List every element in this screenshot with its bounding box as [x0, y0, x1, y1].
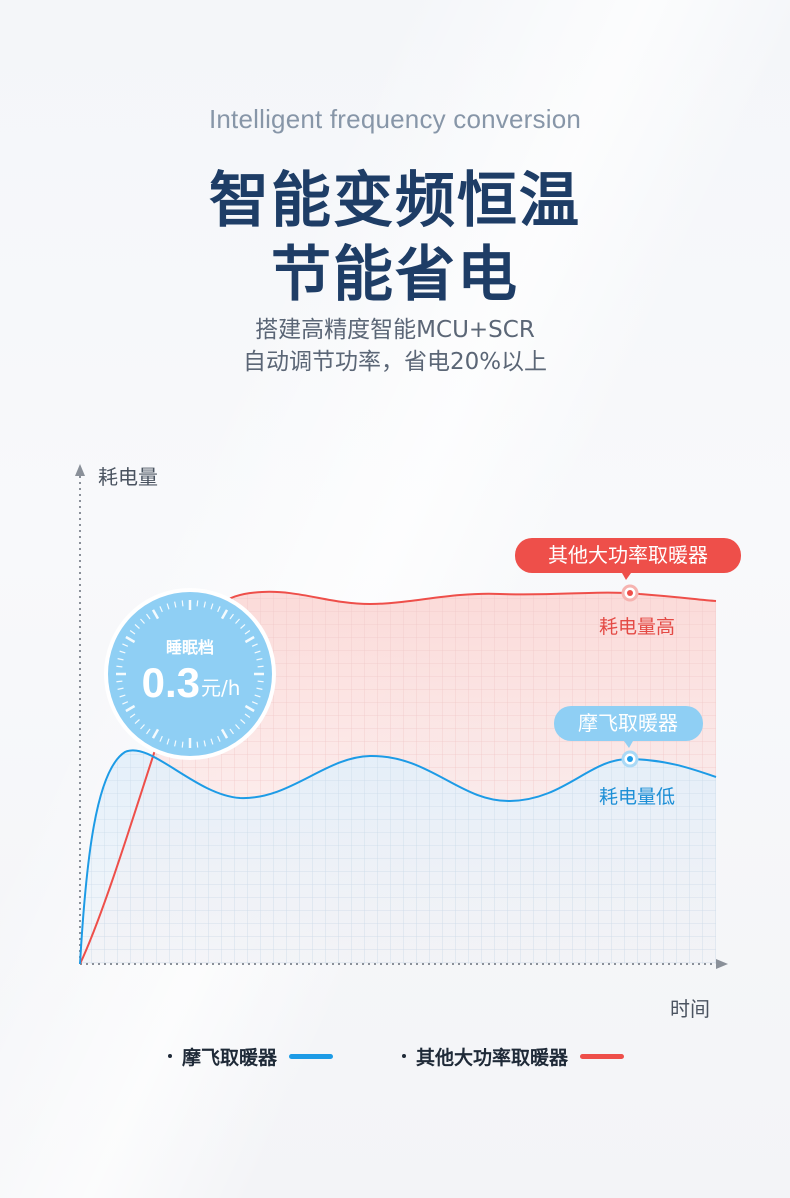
dial-tick — [244, 635, 255, 644]
dial-tick — [159, 606, 163, 613]
headline-line-2: 节能省电 — [271, 240, 519, 310]
dial-tick — [244, 704, 255, 713]
dial-tick — [159, 735, 163, 742]
dial-tick — [220, 728, 229, 739]
y-axis-arrow-icon — [75, 464, 85, 476]
dial-tick — [119, 650, 126, 654]
badge-unit: 元/h — [201, 676, 240, 700]
dial-tick — [117, 687, 124, 690]
red-series-callout: 其他大功率取暖器 — [515, 538, 741, 580]
dial-tick — [235, 618, 240, 624]
legend-swatch — [580, 1053, 625, 1059]
dial-tick — [240, 719, 246, 724]
badge-label: 睡眠档 — [166, 638, 214, 657]
dial-tick — [166, 738, 170, 745]
blue-area-grid — [80, 750, 716, 964]
dial-tick — [217, 735, 221, 742]
dial-tick — [174, 601, 177, 608]
dial-tick — [244, 630, 251, 635]
dial-tick — [257, 665, 264, 668]
legend-bullet-icon — [168, 1054, 172, 1058]
dial-tick — [140, 724, 145, 730]
dial-tick — [125, 704, 136, 713]
dial-tick — [251, 643, 258, 647]
dial-tick — [181, 600, 184, 607]
dial-tick — [210, 738, 214, 745]
badge-value: 0.3 — [142, 659, 200, 706]
dial-tick — [129, 713, 136, 718]
x-axis-arrow-icon — [716, 959, 728, 969]
dial-tick — [122, 643, 129, 647]
blue-series-line — [79, 749, 717, 965]
dial-tick — [140, 618, 145, 624]
blue-annotation: 耗电量低 — [599, 786, 675, 808]
legend-item-other: 其他大功率取暖器 — [402, 1042, 625, 1070]
dial-tick — [229, 728, 234, 735]
dial-tick — [125, 635, 136, 644]
dial-tick — [119, 694, 126, 698]
dial-tick — [244, 713, 251, 718]
red-annotation: 耗电量高 — [599, 616, 675, 638]
dial-tick — [174, 740, 177, 747]
dial-tick — [129, 630, 136, 635]
blue-marker-dot — [627, 756, 633, 762]
dial-tick — [256, 687, 263, 690]
dial-tick — [146, 728, 151, 735]
dial-tick — [229, 613, 234, 620]
dial-tick — [116, 680, 123, 683]
dial-tick — [196, 600, 199, 607]
blue-series-callout: 摩飞取暖器 — [554, 706, 703, 748]
dial-tick — [203, 601, 206, 608]
dial-tick — [196, 741, 199, 748]
legend-item-mofei: 摩飞取暖器 — [168, 1042, 334, 1070]
dial-tick — [254, 694, 261, 698]
dial-tick — [256, 658, 263, 661]
x-axis-label: 时间 — [670, 997, 710, 1021]
dial-tick — [122, 701, 129, 705]
dial-tick — [117, 658, 124, 661]
legend-label: 摩飞取暖器 — [182, 1046, 278, 1069]
dial-tick — [166, 603, 170, 610]
dial-tick — [217, 606, 221, 613]
dial-tick — [210, 603, 214, 610]
dial-tick — [134, 719, 140, 724]
headline-line-1: 智能变频恒温 — [209, 166, 581, 236]
legend-swatch — [289, 1053, 334, 1059]
dial-tick — [257, 680, 264, 683]
dial-tick — [181, 741, 184, 748]
dial-tick — [146, 613, 151, 620]
red-callout-text: 其他大功率取暖器 — [548, 543, 708, 567]
english-subtitle: Intelligent frequency conversion — [208, 104, 582, 134]
blue-callout-text: 摩飞取暖器 — [578, 711, 678, 735]
dial-tick — [220, 609, 229, 620]
dial-tick — [254, 650, 261, 654]
description-line-2: 自动调节功率，省电20%以上 — [242, 349, 548, 375]
dial-tick — [151, 609, 160, 620]
legend-bullet-icon — [402, 1054, 406, 1058]
dial-tick — [134, 624, 140, 629]
dial-tick — [203, 740, 206, 747]
dial-tick — [116, 665, 123, 668]
dial-tick — [235, 724, 240, 730]
dial-tick — [240, 624, 246, 629]
y-axis-label: 耗电量 — [98, 465, 158, 489]
description-line-1: 搭建高精度智能MCU+SCR — [255, 317, 535, 343]
dial-tick — [251, 701, 258, 705]
sleep-mode-badge: 睡眠档 0.3 元/h — [104, 588, 276, 760]
dial-tick — [151, 728, 160, 739]
legend-label: 其他大功率取暖器 — [416, 1046, 569, 1069]
badge-dial-ticks — [116, 600, 264, 748]
red-marker-dot — [627, 590, 633, 596]
